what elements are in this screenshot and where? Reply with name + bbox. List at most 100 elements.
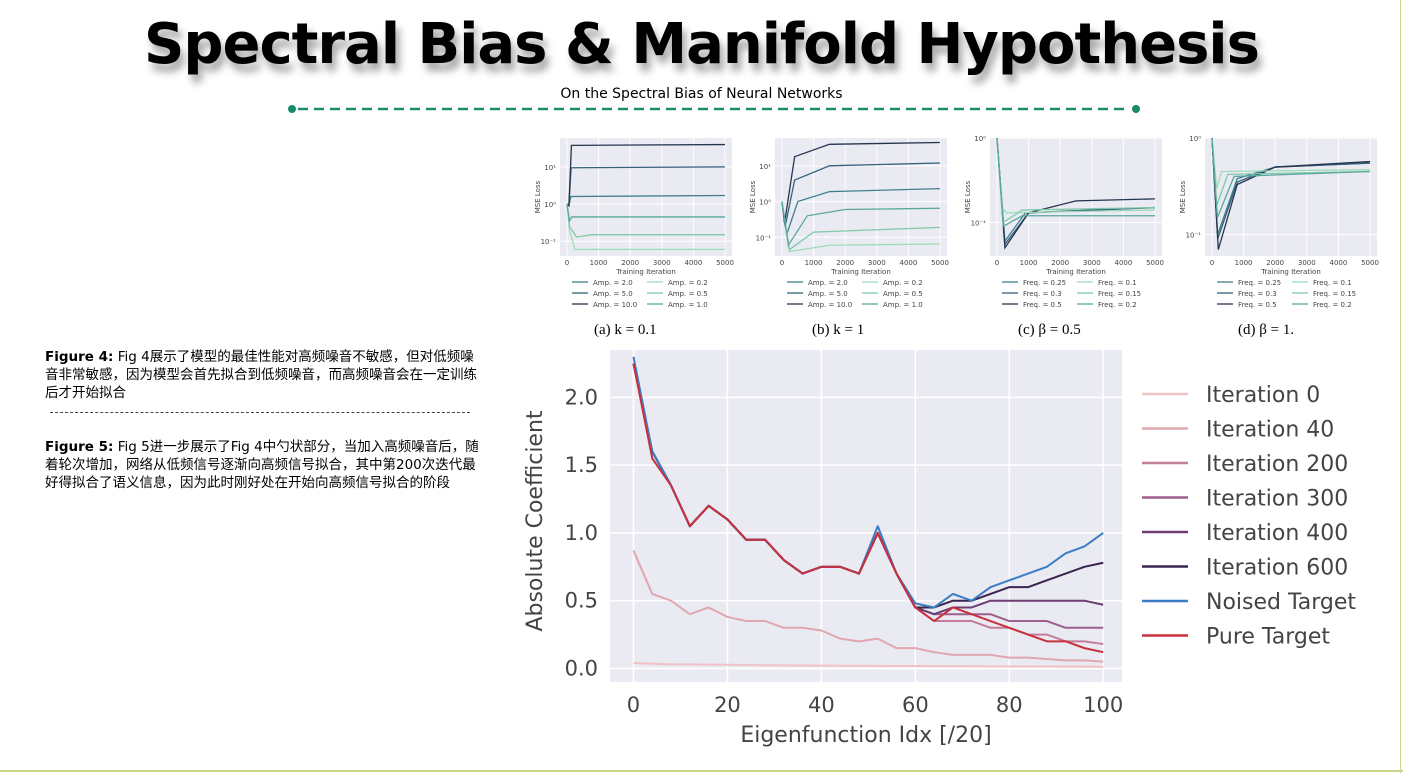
legend-label: Amp. = 0.2 bbox=[668, 279, 708, 287]
page-subtitle: On the Spectral Bias of Neural Networks bbox=[560, 86, 843, 102]
y-tick-label: 10¹ bbox=[759, 163, 771, 171]
x-tick-label: 5000 bbox=[716, 259, 734, 267]
legend-label: Freq. = 0.1 bbox=[1313, 279, 1352, 287]
small-chart-b: 0 1000 2000 3000 4000 5000 10¹ 10⁰ 10⁻¹ Training … bbox=[749, 138, 949, 309]
caption-label: Figure 5: bbox=[45, 439, 114, 455]
series-line bbox=[633, 662, 1104, 668]
legend-label: Freq. = 0.15 bbox=[1098, 290, 1141, 298]
x-tick-label: 40 bbox=[808, 693, 835, 717]
dashed-divider bbox=[288, 105, 1140, 113]
x-tick-label: 2000 bbox=[1266, 259, 1284, 267]
legend-label: Freq. = 0.25 bbox=[1023, 279, 1066, 287]
series-line bbox=[1211, 137, 1371, 250]
main-chart: 0 20 40 60 80 100 0.0 0.5 1.0 1.5 2.0 Eigenfunction… bbox=[523, 350, 1356, 748]
legend-label: Pure Target bbox=[1206, 625, 1330, 650]
y-axis-label: MSE Loss bbox=[749, 180, 757, 213]
series-line bbox=[781, 201, 941, 248]
legend-label: Amp. = 5.0 bbox=[808, 290, 848, 298]
caption-text: Fig 5进一步展示了Fig 4中勺状部分，当加入高频噪音后，随着轮次增加，网络… bbox=[45, 439, 479, 491]
series-line bbox=[1211, 137, 1371, 218]
y-tick-label: 1.5 bbox=[565, 453, 598, 477]
legend-label: Amp. = 1.0 bbox=[668, 301, 708, 309]
x-tick-label: 2000 bbox=[836, 259, 854, 267]
y-tick-label: 10⁰ bbox=[974, 135, 986, 143]
legend-label: Freq. = 0.3 bbox=[1238, 290, 1277, 298]
x-axis-label: Training Iteration bbox=[1045, 268, 1106, 276]
x-tick-label: 0 bbox=[1210, 259, 1214, 267]
slide-border-right bbox=[1400, 0, 1401, 773]
x-tick-label: 5000 bbox=[931, 259, 949, 267]
y-tick-label: 10⁰ bbox=[759, 199, 771, 207]
legend-label: Amp. = 0.2 bbox=[883, 279, 923, 287]
x-tick-label: 5000 bbox=[1361, 259, 1379, 267]
x-tick-label: 1000 bbox=[1235, 259, 1253, 267]
x-tick-label: 1000 bbox=[590, 259, 608, 267]
caption-label: Figure 4: bbox=[45, 349, 114, 365]
subcaption-b: (b) k = 1 bbox=[812, 322, 865, 338]
x-tick-label: 1000 bbox=[1020, 259, 1038, 267]
small-chart-d: 0 1000 2000 3000 4000 5000 10⁰ 10⁻¹ Training Ite… bbox=[1179, 135, 1379, 309]
series-line bbox=[632, 363, 1104, 654]
legend-label: Amp. = 2.0 bbox=[593, 279, 633, 287]
series-line bbox=[566, 143, 726, 208]
legend-label: Noised Target bbox=[1206, 590, 1356, 615]
legend-label: Iteration 0 bbox=[1206, 383, 1320, 408]
x-tick-label: 60 bbox=[902, 693, 929, 717]
legend-label: Freq. = 0.5 bbox=[1238, 301, 1277, 309]
y-tick-label: 10⁻¹ bbox=[541, 238, 557, 246]
legend-label: Amp. = 10.0 bbox=[593, 301, 637, 309]
small-chart-c: 0 1000 2000 3000 4000 5000 10⁰ 10⁻¹ Training Ite… bbox=[964, 135, 1164, 309]
small-chart-a: 0 1000 2000 3000 4000 5000 10¹ 10⁰ 10⁻¹ Training … bbox=[534, 138, 734, 309]
y-tick-label: 10⁻¹ bbox=[971, 219, 987, 227]
legend-label: Freq. = 0.3 bbox=[1023, 290, 1062, 298]
x-tick-label: 4000 bbox=[899, 259, 917, 267]
y-tick-label: 2.0 bbox=[565, 385, 598, 409]
legend-label: Freq. = 0.2 bbox=[1098, 301, 1137, 309]
y-tick-label: 0.0 bbox=[565, 656, 598, 680]
legend-label: Amp. = 0.5 bbox=[668, 290, 708, 298]
y-axis-label: MSE Loss bbox=[534, 180, 542, 213]
x-tick-label: 0 bbox=[780, 259, 784, 267]
y-tick-label: 0.5 bbox=[565, 589, 598, 613]
x-tick-label: 3000 bbox=[868, 259, 886, 267]
x-tick-label: 3000 bbox=[1298, 259, 1316, 267]
y-tick-label: 1.0 bbox=[565, 521, 598, 545]
series-line bbox=[996, 137, 1155, 228]
legend-label: Iteration 40 bbox=[1206, 418, 1334, 443]
plot-area bbox=[610, 350, 1122, 682]
x-tick-label: 3000 bbox=[1083, 259, 1101, 267]
plot-area bbox=[775, 138, 947, 256]
slide-border-bottom bbox=[0, 770, 1403, 772]
y-tick-label: 10⁰ bbox=[1189, 135, 1201, 143]
x-axis-label: Eigenfunction Idx [/20] bbox=[740, 723, 991, 748]
x-tick-label: 2000 bbox=[1051, 259, 1069, 267]
x-tick-label: 80 bbox=[996, 693, 1023, 717]
series-line bbox=[566, 203, 725, 224]
legend-label: Amp. = 0.5 bbox=[883, 290, 923, 298]
x-tick-label: 4000 bbox=[1329, 259, 1347, 267]
y-tick-label: 10¹ bbox=[544, 164, 556, 172]
page-title: Spectral Bias & Manifold Hypothesis bbox=[144, 12, 1260, 77]
y-tick-label: 10⁻¹ bbox=[1186, 232, 1202, 240]
legend-label: Freq. = 0.2 bbox=[1313, 301, 1352, 309]
subcaption-a: (a) k = 0.1 bbox=[594, 322, 657, 338]
legend-label: Amp. = 5.0 bbox=[593, 290, 633, 298]
legend-label: Amp. = 2.0 bbox=[808, 279, 848, 287]
series-line bbox=[632, 550, 1104, 663]
y-axis-label: Absolute Coefficient bbox=[523, 410, 548, 631]
legend-label: Freq. = 0.1 bbox=[1098, 279, 1137, 287]
x-tick-label: 100 bbox=[1083, 693, 1123, 717]
caption-separator bbox=[50, 412, 470, 413]
x-axis-label: Training Iteration bbox=[1260, 268, 1321, 276]
legend-label: Freq. = 0.15 bbox=[1313, 290, 1356, 298]
legend-label: Amp. = 1.0 bbox=[883, 301, 923, 309]
y-axis-label: MSE Loss bbox=[964, 180, 972, 213]
legend-label: Amp. = 10.0 bbox=[808, 301, 852, 309]
subcaption-c: (c) β = 0.5 bbox=[1018, 322, 1081, 338]
x-tick-label: 5000 bbox=[1146, 259, 1164, 267]
legend-label: Freq. = 0.5 bbox=[1023, 301, 1062, 309]
legend-label: Iteration 300 bbox=[1206, 487, 1348, 512]
x-tick-label: 0 bbox=[627, 693, 640, 717]
legend-label: Iteration 200 bbox=[1206, 452, 1348, 477]
